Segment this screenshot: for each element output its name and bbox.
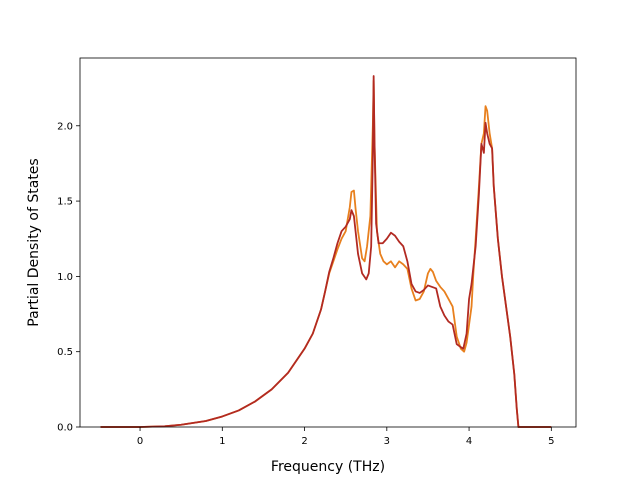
y-tick-label: 2.0 [57,121,73,132]
x-tick-label: 5 [548,436,554,447]
plot-frame [79,57,577,428]
y-tick-label: 0.5 [57,347,73,358]
y-tick-label: 1.0 [57,272,73,283]
y-tick-label: 0.0 [57,423,73,434]
x-tick-label: 4 [466,436,472,447]
x-axis: 0 1 2 3 4 5 [137,427,555,447]
series-layer [100,75,552,428]
y-tick-label: 1.5 [57,197,73,208]
x-tick-label: 3 [384,436,390,447]
x-tick-label: 1 [219,436,225,447]
y-axis: 0.0 0.5 1.0 1.5 2.0 [57,121,80,434]
x-axis-label: Frequency (THz) [271,459,385,475]
x-tick-label: 2 [301,436,307,447]
y-axis-label: Partial Density of States [26,158,42,326]
series-line-2 [100,75,552,428]
x-tick-label: 0 [137,436,143,447]
